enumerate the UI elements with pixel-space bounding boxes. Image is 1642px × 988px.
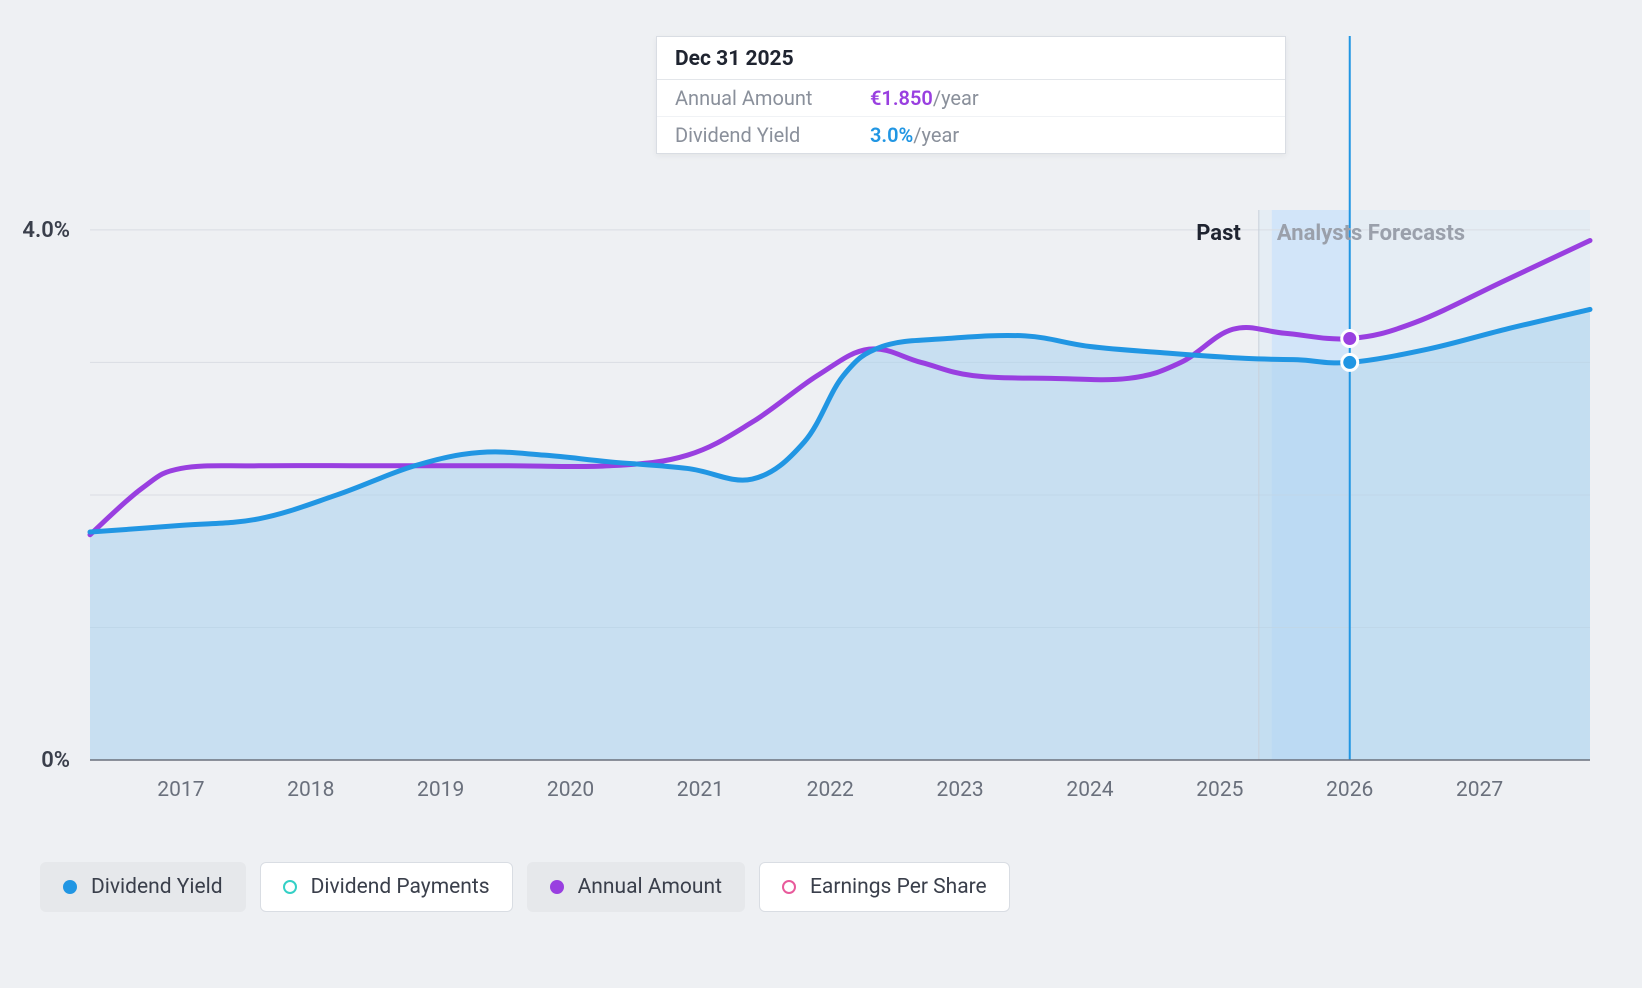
forecast-label: Analysts Forecasts — [1277, 221, 1465, 246]
tooltip-row-value: €1.850 — [870, 86, 933, 110]
tooltip-row-value: 3.0% — [870, 123, 913, 147]
x-tick-label: 2025 — [1196, 778, 1243, 802]
legend-item-label: Annual Amount — [578, 875, 722, 899]
x-tick-label: 2018 — [287, 778, 334, 802]
tooltip-row: Annual Amount€1.850/year — [657, 80, 1285, 117]
tooltip-row-unit: /year — [933, 86, 979, 110]
legend-marker-icon — [63, 880, 77, 894]
legend-marker-icon — [782, 880, 796, 894]
y-tick-label: 0% — [41, 748, 70, 773]
legend-item-label: Dividend Yield — [91, 875, 223, 899]
legend-item-eps[interactable]: Earnings Per Share — [759, 862, 1010, 912]
x-tick-label: 2022 — [807, 778, 854, 802]
x-tick-label: 2027 — [1456, 778, 1503, 802]
legend-item-label: Dividend Payments — [311, 875, 490, 899]
x-tick-label: 2020 — [547, 778, 594, 802]
x-tick-label: 2021 — [677, 778, 724, 802]
y-tick-label: 4.0% — [22, 218, 70, 243]
x-tick-label: 2024 — [1066, 778, 1113, 802]
x-tick-label: 2017 — [157, 778, 204, 802]
chart-legend: Dividend Yield Dividend Payments Annual Am… — [40, 862, 1010, 912]
past-label: Past — [1196, 221, 1241, 246]
tooltip-row-unit: /year — [913, 123, 959, 147]
x-tick-label: 2023 — [937, 778, 984, 802]
legend-item-label: Earnings Per Share — [810, 875, 987, 899]
tooltip-row-label: Annual Amount — [675, 86, 870, 110]
annual-amount-marker — [1342, 331, 1358, 347]
dividend-yield-marker — [1342, 354, 1358, 370]
legend-marker-icon — [283, 880, 297, 894]
legend-item-dividend_payments[interactable]: Dividend Payments — [260, 862, 513, 912]
tooltip-rows: Annual Amount€1.850/yearDividend Yield3.… — [657, 80, 1285, 153]
x-tick-label: 2026 — [1326, 778, 1373, 802]
tooltip-row-label: Dividend Yield — [675, 123, 870, 147]
legend-item-dividend_yield[interactable]: Dividend Yield — [40, 862, 246, 912]
legend-marker-icon — [550, 880, 564, 894]
tooltip-date: Dec 31 2025 — [657, 37, 1285, 80]
x-tick-label: 2019 — [417, 778, 464, 802]
legend-item-annual_amount[interactable]: Annual Amount — [527, 862, 745, 912]
chart-tooltip: Dec 31 2025 Annual Amount€1.850/yearDivi… — [656, 36, 1286, 154]
dividend-chart: 2017 2018 2019 2020 2021 2022 2023 2024 2025 2026… — [0, 0, 1642, 988]
tooltip-row: Dividend Yield3.0%/year — [657, 117, 1285, 153]
